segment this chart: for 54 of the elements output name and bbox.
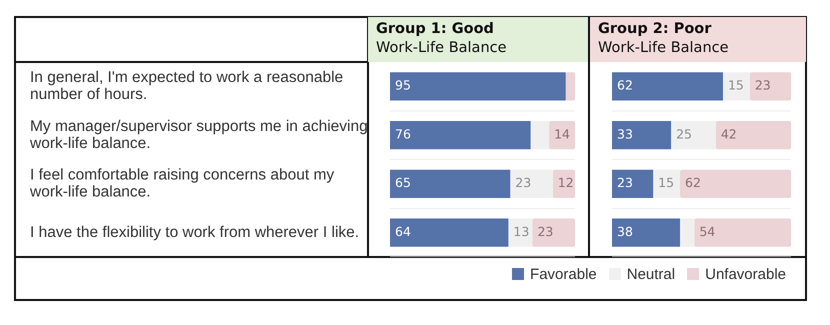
data-label: 15: [658, 175, 674, 190]
data-label: 62: [617, 78, 633, 93]
bar: [510, 170, 553, 198]
bar: [390, 72, 566, 101]
bar: [653, 170, 680, 198]
bar: [612, 170, 654, 198]
bar: [722, 72, 750, 101]
y-tick-label: I have the flexibility to work from wherever I like.: [30, 224, 360, 241]
data-label: 15: [728, 78, 744, 93]
bar: [612, 120, 672, 150]
bar: [530, 120, 550, 150]
bar: [508, 218, 532, 247]
data-label: 13: [513, 224, 530, 239]
data-label: 14: [554, 126, 570, 142]
bar: [390, 218, 508, 247]
bar: [532, 218, 575, 247]
bar: [694, 218, 791, 247]
bar: [612, 218, 680, 247]
data-label: 95: [395, 78, 411, 93]
data-label: 23: [515, 175, 532, 190]
legend-label: Neutral: [626, 266, 676, 283]
data-label: 33: [617, 126, 633, 142]
bar: [390, 120, 531, 150]
data-label: 76: [395, 126, 411, 142]
data-label: 23: [617, 175, 633, 190]
data-label: 12: [558, 175, 574, 190]
bar: [566, 72, 575, 101]
data-label: 54: [699, 224, 716, 239]
bar: [671, 120, 716, 150]
bar: [612, 72, 723, 101]
data-label: 23: [537, 224, 554, 239]
bar: [716, 120, 791, 150]
data-label: 65: [395, 175, 411, 190]
chart-title: Group 1: Good: [376, 20, 495, 39]
data-label: 64: [395, 224, 411, 239]
y-tick-label: In general, I'm expected to work a reasonable number of hours.: [30, 69, 344, 104]
chart-title: Group 2: Poor: [598, 20, 712, 39]
bar: [750, 72, 791, 101]
bar: [549, 120, 575, 150]
bar: [680, 170, 791, 198]
chart-subtitle: Work-Life Balance: [598, 39, 730, 58]
data-label: 42: [720, 126, 737, 142]
data-label: 25: [676, 126, 692, 142]
data-label: 23: [754, 78, 771, 93]
y-tick-label: I feel comfortable raising concerns about my work-life balance.: [29, 166, 334, 201]
legend-label: Favorable: [529, 266, 597, 283]
y-tick-label: My manager/supervisor supports me in achieving work-life balance.: [29, 118, 368, 152]
bar: [680, 218, 694, 247]
chart-subtitle: Work-Life Balance: [376, 39, 508, 58]
data-label: 62: [685, 175, 701, 190]
data-label: 38: [617, 224, 633, 239]
legend-label: Unfavorable: [704, 266, 786, 283]
bar: [552, 170, 575, 198]
bar: [390, 170, 510, 198]
